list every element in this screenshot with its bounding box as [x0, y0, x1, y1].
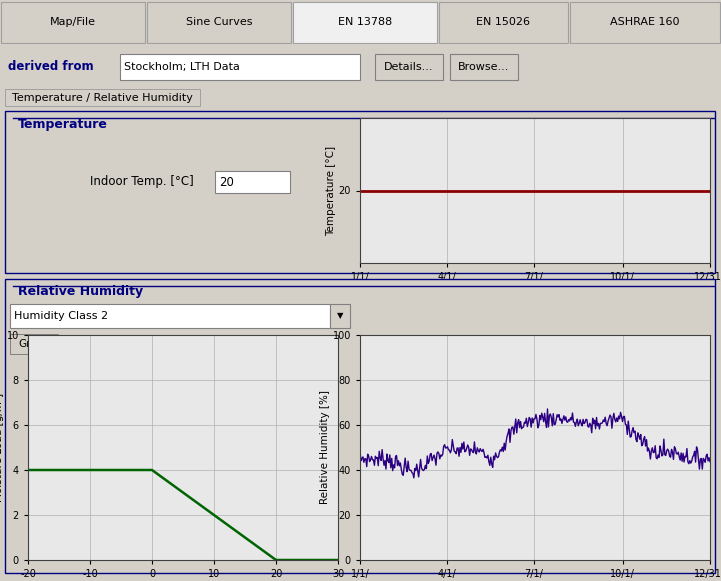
Bar: [1, 2, 145, 43]
Text: Graph: Graph: [18, 339, 50, 349]
Y-axis label: Temperature [°C]: Temperature [°C]: [326, 145, 336, 235]
Bar: [147, 2, 291, 43]
X-axis label: Date: Date: [523, 288, 547, 297]
Text: EN 15026: EN 15026: [477, 17, 531, 27]
Bar: [439, 2, 568, 43]
Bar: [375, 54, 443, 80]
Bar: [570, 2, 720, 43]
Bar: [10, 304, 330, 328]
Bar: [330, 304, 350, 328]
Text: ASHRAE 160: ASHRAE 160: [610, 17, 680, 27]
Bar: [450, 54, 518, 80]
Text: 20: 20: [219, 175, 234, 188]
Text: Map/File: Map/File: [50, 17, 96, 27]
Bar: [5, 89, 200, 106]
Text: Details...: Details...: [384, 62, 434, 72]
Text: Temperature: Temperature: [18, 117, 108, 131]
Bar: [215, 171, 290, 193]
Text: EN 13788: EN 13788: [338, 17, 392, 27]
Bar: [10, 334, 58, 354]
Text: ▼: ▼: [337, 311, 343, 321]
Text: Sine Curves: Sine Curves: [186, 17, 252, 27]
Text: Browse...: Browse...: [459, 62, 510, 72]
Y-axis label: Moisture Load [g/m³]: Moisture Load [g/m³]: [0, 393, 4, 502]
Text: Indoor Temp. [°C]: Indoor Temp. [°C]: [90, 174, 194, 188]
Bar: [120, 54, 360, 80]
Text: Humidity Class 2: Humidity Class 2: [14, 311, 108, 321]
Text: derived from: derived from: [8, 60, 94, 74]
Text: Stockholm; LTH Data: Stockholm; LTH Data: [124, 62, 240, 72]
Text: Relative Humidity: Relative Humidity: [18, 285, 143, 299]
Y-axis label: Relative Humidity [%]: Relative Humidity [%]: [320, 390, 329, 504]
Text: Temperature / Relative Humidity: Temperature / Relative Humidity: [12, 93, 193, 103]
Bar: [293, 2, 437, 43]
